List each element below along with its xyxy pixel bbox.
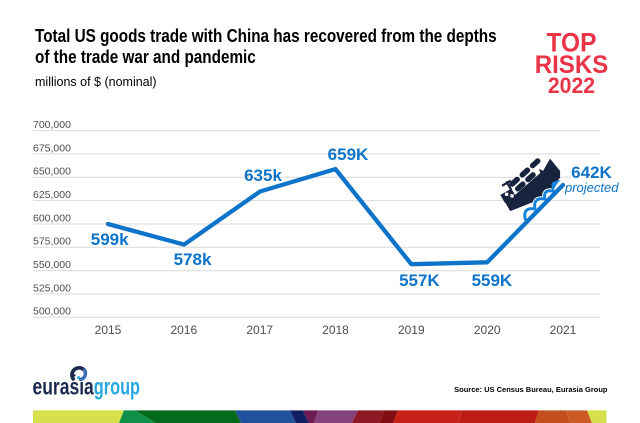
svg-text:2021: 2021 <box>550 323 577 337</box>
svg-text:RISKS: RISKS <box>535 51 609 79</box>
svg-text:TOP: TOP <box>547 28 597 58</box>
svg-text:500,000: 500,000 <box>33 306 71 318</box>
svg-text:550,000: 550,000 <box>33 259 71 271</box>
svg-text:2015: 2015 <box>95 323 122 337</box>
svg-text:625,000: 625,000 <box>33 189 71 201</box>
svg-text:group: group <box>94 374 140 400</box>
svg-text:675,000: 675,000 <box>33 142 71 154</box>
svg-text:2018: 2018 <box>322 323 349 337</box>
svg-text:2020: 2020 <box>474 323 501 337</box>
svg-text:650,000: 650,000 <box>33 166 71 178</box>
svg-text:2017: 2017 <box>246 323 273 337</box>
svg-text:600,000: 600,000 <box>33 212 71 224</box>
svg-text:2019: 2019 <box>398 323 425 337</box>
svg-text:2022: 2022 <box>548 73 595 98</box>
svg-text:2016: 2016 <box>170 323 197 337</box>
svg-text:525,000: 525,000 <box>33 282 71 294</box>
svg-text:700,000: 700,000 <box>33 119 71 131</box>
svg-text:575,000: 575,000 <box>33 236 71 248</box>
